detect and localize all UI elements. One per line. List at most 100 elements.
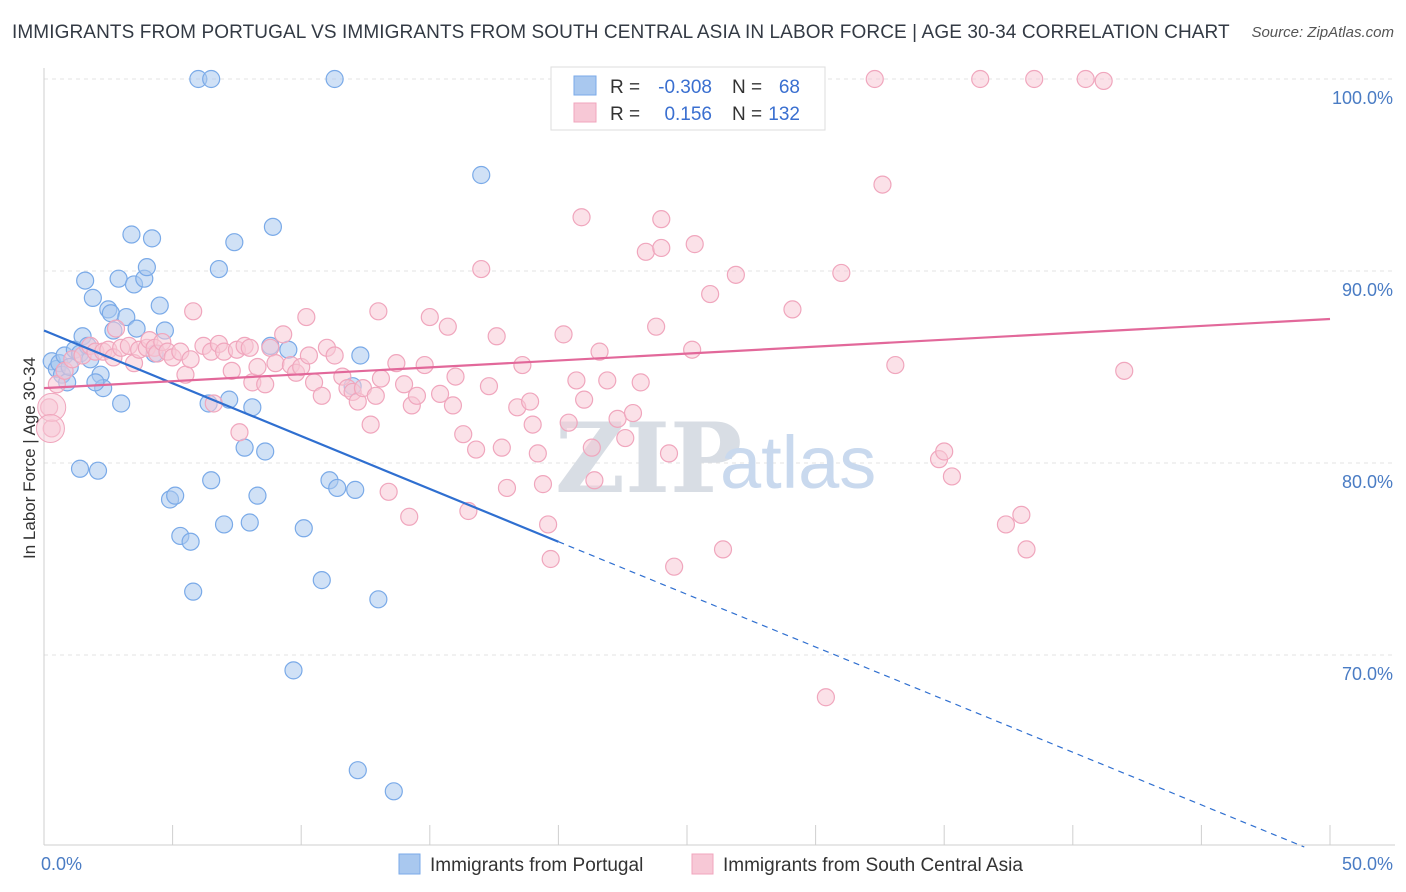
- point-series-1-41: [266, 354, 285, 373]
- point-series-0-19: [109, 269, 128, 288]
- trend-lines: [43, 317, 1331, 848]
- watermark-atlas: atlas: [720, 421, 876, 504]
- point-series-1-107: [685, 235, 704, 254]
- point-series-0-26: [137, 258, 156, 277]
- y-tick-label-3: 70.0%: [1342, 664, 1393, 684]
- point-series-1-93: [582, 438, 601, 457]
- point-series-0-67: [86, 373, 105, 392]
- chart-title: IMMIGRANTS FROM PORTUGAL VS IMMIGRANTS F…: [12, 22, 1230, 43]
- point-series-1-66: [407, 386, 427, 405]
- point-series-1-92: [572, 208, 591, 227]
- trend-line-portugal: [43, 329, 559, 543]
- point-series-0-54: [312, 571, 331, 590]
- point-series-0-61: [351, 346, 370, 365]
- point-series-1-76: [472, 259, 491, 279]
- point-series-1-95: [590, 342, 609, 361]
- x-tick-label-1: 50.0%: [1342, 854, 1393, 874]
- series-legend-label-south-central-asia: Immigrants from South Central Asia: [723, 855, 1023, 876]
- point-series-0-59: [348, 761, 367, 780]
- point-series-1-47: [299, 346, 319, 365]
- trend-line-south-central-asia: [43, 317, 1331, 390]
- point-series-0-62: [369, 590, 388, 609]
- axes: [43, 68, 1395, 846]
- point-series-0-24: [127, 319, 146, 338]
- point-series-0-63: [384, 782, 403, 801]
- point-series-1-113: [783, 300, 802, 319]
- point-series-1-117: [886, 355, 905, 375]
- point-series-0-35: [184, 582, 203, 601]
- point-series-1-80: [497, 478, 517, 498]
- point-series-1-128: [1115, 361, 1134, 380]
- y-tick-labels: 100.0% 90.0% 80.0% 70.0%: [1332, 88, 1393, 684]
- point-series-0-47: [248, 486, 267, 505]
- point-series-1-87: [539, 515, 558, 534]
- point-series-1-49: [312, 386, 331, 405]
- point-series-1-122: [996, 515, 1016, 534]
- point-series-1-39: [256, 375, 275, 394]
- point-series-1-42: [274, 325, 293, 344]
- point-series-0-56: [325, 69, 344, 89]
- point-series-1-73: [454, 425, 473, 444]
- point-series-0-58: [346, 480, 365, 499]
- point-series-1-108: [701, 284, 720, 304]
- point-series-1-78: [487, 327, 506, 346]
- point-series-1-71: [443, 396, 463, 415]
- point-series-1-110: [726, 265, 745, 284]
- legend-r-value-2: 0.156: [664, 104, 712, 125]
- point-series-1-129: [832, 263, 851, 283]
- point-series-0-20: [112, 394, 131, 413]
- point-series-0-45: [240, 513, 259, 532]
- point-series-1-120: [942, 467, 962, 486]
- point-series-0-39: [202, 69, 221, 89]
- point-series-1-40: [261, 338, 280, 357]
- point-series-1-98: [616, 428, 635, 448]
- point-series-0-57: [328, 478, 347, 498]
- point-series-1-84: [523, 415, 542, 434]
- point-series-1-77: [479, 377, 499, 396]
- point-series-1-88: [541, 549, 560, 569]
- point-series-0-27: [142, 229, 162, 248]
- point-series-1-90: [559, 413, 578, 432]
- correlation-legend: R = -0.308 N = 68 R = 0.156 N = 132: [550, 66, 826, 131]
- point-series-1-60: [371, 369, 391, 388]
- point-series-1-99: [623, 403, 643, 423]
- point-series-0-43: [225, 233, 244, 252]
- point-large-1: [35, 413, 65, 443]
- point-series-1-69: [430, 384, 450, 403]
- point-series-1-57: [361, 415, 380, 434]
- point-series-0-10: [76, 271, 95, 290]
- source-label: Source: ZipAtlas.com: [1251, 24, 1394, 41]
- data-points: [35, 69, 1134, 801]
- x-tick-labels: 0.0% 50.0%: [41, 854, 1393, 874]
- point-series-1-79: [492, 438, 511, 457]
- legend-n-value-1: 68: [779, 77, 800, 98]
- point-series-0-52: [284, 661, 303, 680]
- point-series-1-36: [240, 338, 259, 357]
- point-series-0-65: [70, 459, 90, 478]
- x-tick-label-0: 0.0%: [41, 854, 82, 874]
- point-series-1-68: [420, 307, 439, 327]
- legend-swatch-south-central-asia: [573, 102, 597, 123]
- point-series-1-75: [466, 440, 486, 459]
- point-series-1-100: [631, 373, 650, 392]
- legend-r-label-1: R =: [610, 77, 640, 98]
- trend-line-portugal-extension: [558, 541, 1305, 848]
- point-series-1-104: [659, 444, 679, 463]
- series-legend-swatch-south-central-asia: [691, 853, 714, 875]
- point-series-1-62: [387, 354, 406, 373]
- point-series-1-123: [1012, 505, 1031, 524]
- y-tick-label-0: 100.0%: [1332, 88, 1393, 108]
- point-series-0-40: [209, 259, 228, 279]
- point-series-1-32: [222, 361, 241, 380]
- point-series-1-46: [297, 307, 316, 327]
- point-series-0-38: [202, 471, 221, 490]
- point-series-0-34: [181, 532, 200, 551]
- point-series-1-94: [585, 471, 604, 490]
- point-series-1-96: [598, 371, 617, 390]
- legend-n-value-2: 132: [768, 104, 800, 125]
- point-series-0-13: [83, 288, 102, 307]
- point-series-1-131: [575, 390, 594, 409]
- legend-n-label-2: N =: [732, 104, 762, 125]
- point-series-1-83: [521, 392, 540, 411]
- point-series-1-119: [935, 442, 954, 461]
